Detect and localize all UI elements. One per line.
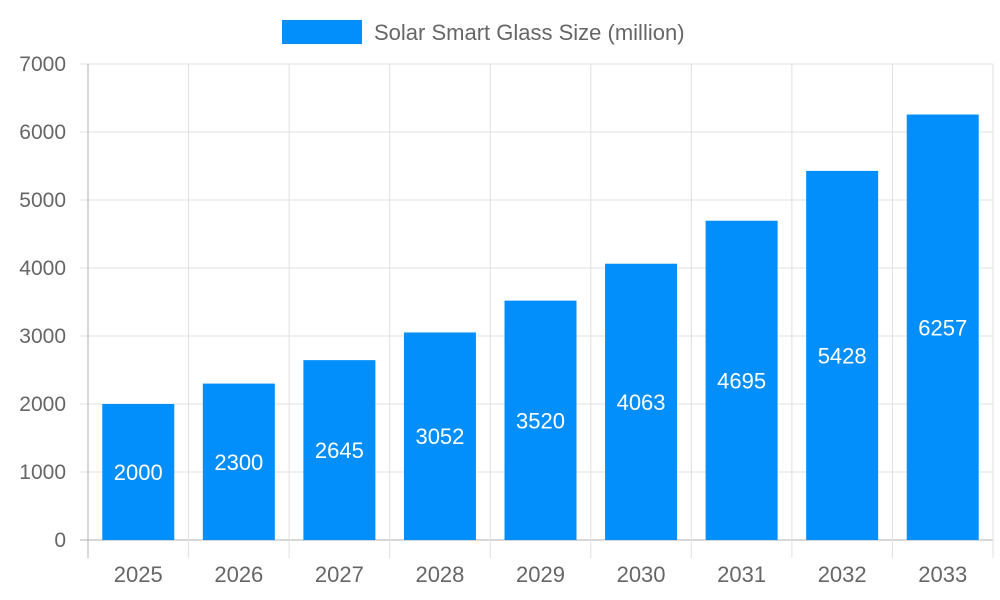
data-label: 2645 xyxy=(315,438,364,463)
bar xyxy=(504,300,577,540)
data-label: 2000 xyxy=(114,460,163,485)
x-tick-label: 2025 xyxy=(114,562,163,587)
x-tick-label: 2028 xyxy=(415,562,464,587)
x-tick-label: 2030 xyxy=(617,562,666,587)
bar xyxy=(906,114,979,541)
data-label: 5428 xyxy=(818,343,867,368)
bar xyxy=(102,404,175,540)
legend-swatch xyxy=(282,20,362,44)
data-label: 2300 xyxy=(214,450,263,475)
x-tick-label: 2027 xyxy=(315,562,364,587)
data-label: 4063 xyxy=(617,390,666,415)
y-tick-label: 1000 xyxy=(19,461,66,484)
data-label: 3052 xyxy=(415,424,464,449)
bar xyxy=(202,383,275,540)
y-tick-label: 4000 xyxy=(19,257,66,280)
legend-label: Solar Smart Glass Size (million) xyxy=(374,20,685,45)
bar xyxy=(403,332,476,540)
y-tick-label: 2000 xyxy=(19,393,66,416)
x-tick-label: 2026 xyxy=(214,562,263,587)
y-tick-label: 7000 xyxy=(19,53,66,76)
y-tick-label: 0 xyxy=(54,529,66,552)
data-label: 3520 xyxy=(516,408,565,433)
x-tick-label: 2032 xyxy=(818,562,867,587)
bar xyxy=(605,263,678,540)
x-tick-label: 2031 xyxy=(717,562,766,587)
bar xyxy=(806,170,879,540)
bar xyxy=(705,220,778,541)
y-tick-label: 5000 xyxy=(19,189,66,212)
y-tick-label: 6000 xyxy=(19,121,66,144)
x-tick-label: 2029 xyxy=(516,562,565,587)
bar xyxy=(303,360,376,540)
data-label: 6257 xyxy=(918,315,967,340)
y-tick-label: 3000 xyxy=(19,325,66,348)
x-tick-label: 2033 xyxy=(918,562,967,587)
data-label: 4695 xyxy=(717,368,766,393)
